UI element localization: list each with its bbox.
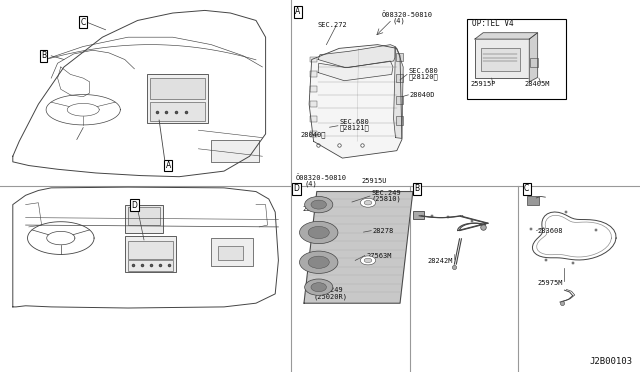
Circle shape (311, 283, 326, 292)
Bar (310, 86, 317, 92)
Bar (310, 101, 317, 107)
Text: SEC.249: SEC.249 (371, 190, 401, 196)
Text: （28120）: （28120） (408, 74, 438, 80)
Bar (310, 71, 317, 77)
Bar (396, 96, 403, 104)
Text: 25975M: 25975M (538, 280, 563, 286)
Text: (4): (4) (304, 180, 317, 187)
Polygon shape (309, 45, 402, 158)
Bar (310, 57, 317, 62)
Text: D: D (293, 185, 300, 193)
Text: 25391: 25391 (302, 206, 323, 212)
Text: B: B (41, 51, 46, 60)
Circle shape (308, 256, 330, 269)
Text: Õ08320-50810: Õ08320-50810 (296, 174, 347, 181)
Text: C: C (81, 18, 86, 27)
Text: A: A (166, 161, 171, 170)
Text: 28278: 28278 (372, 228, 394, 234)
Bar (128, 260, 173, 271)
Polygon shape (304, 192, 413, 303)
Bar (128, 241, 173, 259)
Text: J2B00103: J2B00103 (589, 357, 632, 366)
Text: （28121）: （28121） (339, 125, 369, 131)
Circle shape (364, 258, 372, 263)
Bar (310, 131, 317, 137)
Bar (396, 116, 403, 125)
Circle shape (308, 226, 330, 239)
Bar (150, 78, 205, 99)
Text: SEC.249: SEC.249 (314, 287, 343, 293)
Bar (481, 48, 520, 71)
Text: (25810): (25810) (371, 196, 401, 202)
Bar (413, 211, 424, 219)
Text: C: C (524, 185, 529, 193)
Circle shape (360, 198, 376, 207)
Text: 28242M: 28242M (428, 258, 453, 264)
Bar (396, 74, 403, 82)
Bar (467, 19, 566, 99)
Text: 25915P: 25915P (470, 81, 496, 87)
Text: 28040Ⅱ: 28040Ⅱ (301, 132, 326, 138)
Circle shape (364, 201, 372, 205)
Circle shape (300, 251, 338, 273)
Text: SEC.680: SEC.680 (339, 119, 369, 125)
Text: SEC.272: SEC.272 (317, 22, 347, 28)
Text: SEC.680: SEC.680 (408, 68, 438, 74)
Polygon shape (475, 33, 538, 39)
Polygon shape (394, 46, 403, 138)
Polygon shape (318, 45, 395, 68)
Bar (211, 140, 259, 162)
Text: 28405M: 28405M (525, 81, 550, 87)
Polygon shape (318, 61, 393, 81)
Text: OP:TEL V4: OP:TEL V4 (472, 19, 514, 28)
Bar (128, 207, 160, 225)
Bar (396, 53, 403, 61)
Bar (125, 236, 176, 272)
Text: 28040D: 28040D (410, 92, 435, 98)
Bar (530, 58, 538, 67)
Text: B: B (415, 185, 420, 193)
Bar (211, 238, 253, 266)
Text: D: D (131, 201, 138, 210)
Text: A: A (295, 7, 300, 16)
Bar (310, 116, 317, 122)
Bar (218, 246, 243, 260)
Circle shape (311, 200, 326, 209)
Bar (147, 74, 208, 123)
Text: (4): (4) (392, 18, 405, 25)
Text: 25915U: 25915U (362, 178, 387, 184)
Bar (150, 102, 205, 121)
Polygon shape (529, 33, 538, 82)
Bar (527, 196, 539, 205)
Circle shape (305, 279, 333, 295)
Circle shape (305, 196, 333, 213)
Text: 27563M: 27563M (366, 253, 392, 259)
Text: Õ08320-50810: Õ08320-50810 (382, 12, 433, 18)
Circle shape (360, 256, 376, 265)
Bar (475, 39, 529, 78)
Text: 283608: 283608 (538, 228, 563, 234)
Circle shape (300, 221, 338, 244)
Bar (125, 205, 163, 232)
Text: (25020R): (25020R) (314, 293, 348, 300)
